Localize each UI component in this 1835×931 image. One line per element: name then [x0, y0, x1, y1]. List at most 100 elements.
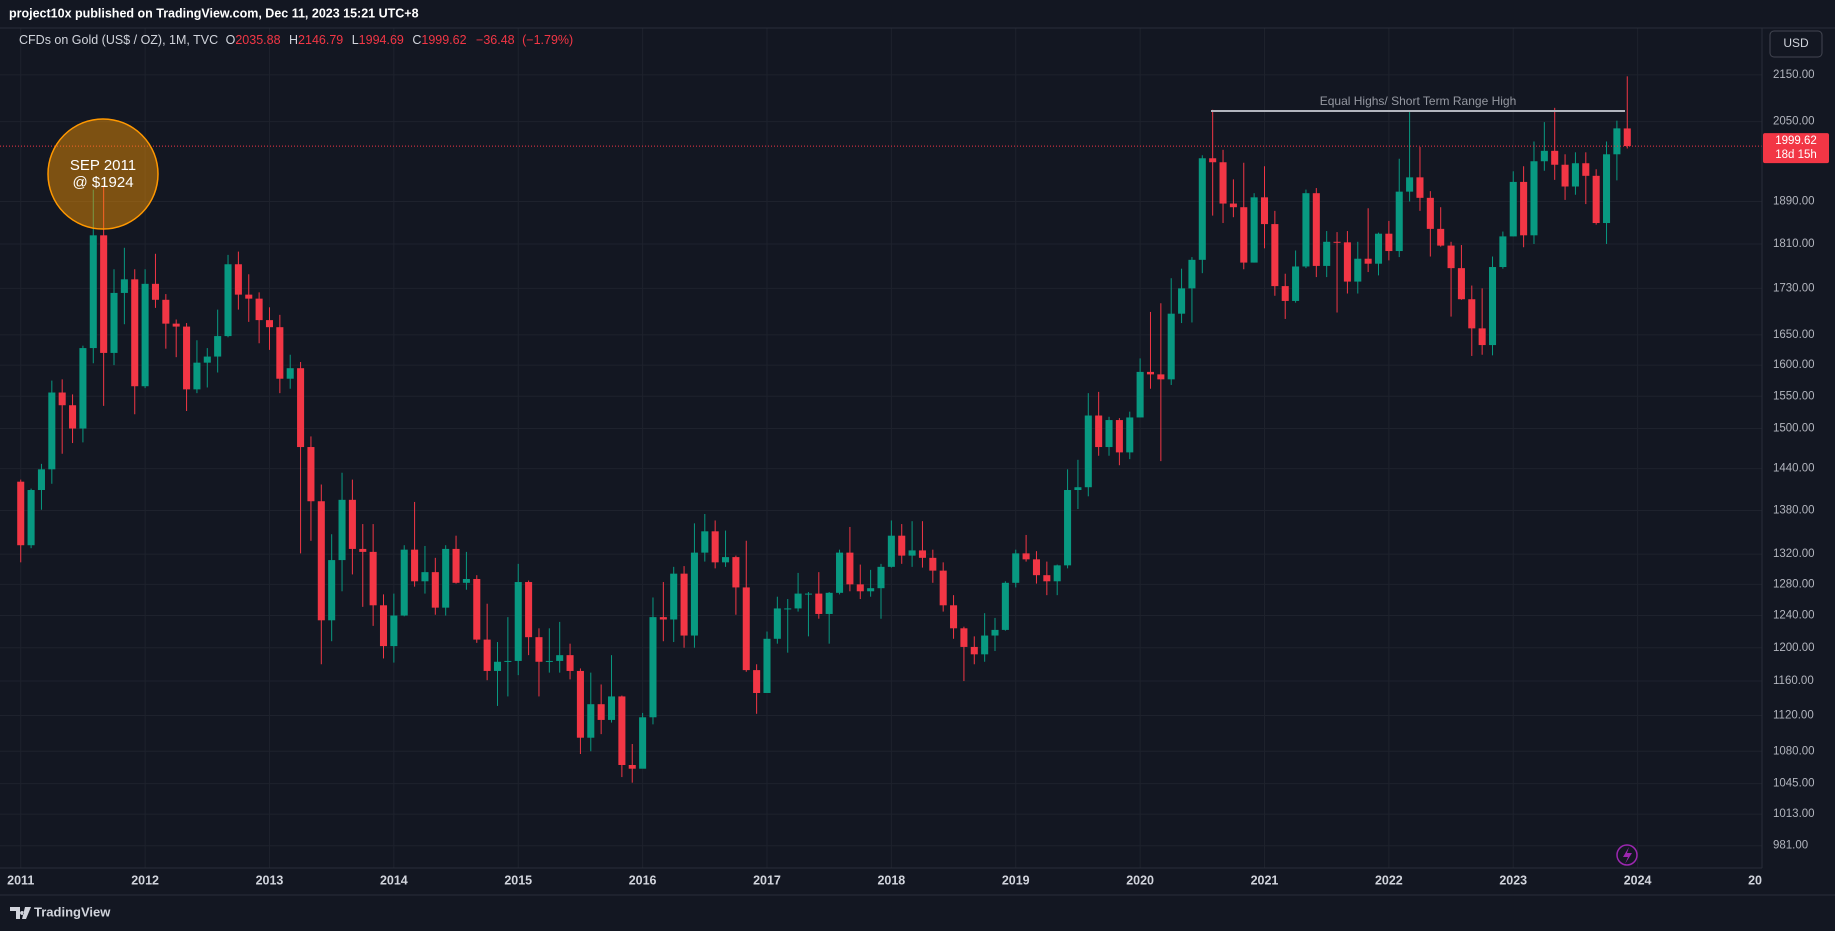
- candle-body: [245, 294, 253, 299]
- candle-body: [462, 578, 470, 583]
- candle-body: [690, 552, 698, 636]
- y-tick-label: 1080.00: [1773, 745, 1815, 757]
- candle-body: [69, 405, 77, 429]
- candle-body: [1343, 242, 1351, 282]
- alert-bolt: [1623, 847, 1632, 864]
- candle-body: [1012, 553, 1020, 583]
- circle-label: SEP 2011: [70, 157, 136, 174]
- candle-body: [1603, 154, 1611, 224]
- candle-body: [1084, 415, 1092, 488]
- candle-body: [1416, 177, 1424, 198]
- candle-body: [1157, 374, 1165, 380]
- candle-body: [1395, 191, 1403, 252]
- y-tick-label: 1045.00: [1773, 778, 1815, 790]
- candle-body: [545, 660, 553, 662]
- candle-body: [100, 235, 108, 353]
- candle-body: [390, 615, 398, 647]
- candle-body: [411, 549, 419, 582]
- candle-body: [1385, 233, 1393, 252]
- candle-body: [1115, 420, 1123, 453]
- candle-body: [1167, 313, 1175, 380]
- candle-body: [431, 572, 439, 608]
- candle-body: [110, 292, 118, 353]
- candle-body: [348, 499, 356, 549]
- candle-body: [1178, 288, 1186, 314]
- y-tick-label: 1650.00: [1773, 329, 1815, 341]
- candle-body: [1105, 420, 1113, 448]
- candle-body: [1561, 164, 1569, 187]
- candle-body: [1209, 158, 1217, 163]
- candle-body: [1229, 203, 1237, 208]
- candle-body: [1260, 197, 1269, 225]
- candle-body: [659, 617, 667, 620]
- y-tick-label: 1600.00: [1773, 359, 1815, 371]
- candle-body: [815, 593, 823, 614]
- candle-body: [1374, 233, 1383, 264]
- candle-body: [836, 552, 844, 593]
- header-text: project10x published on TradingView.com,…: [9, 6, 419, 20]
- legend-key: C: [412, 33, 421, 47]
- candle-body: [960, 628, 968, 647]
- candle-body: [887, 535, 895, 567]
- candle-body: [1074, 487, 1082, 491]
- candle-body: [939, 570, 947, 606]
- x-tick-label: 2019: [1002, 873, 1030, 887]
- candle-body: [867, 588, 875, 592]
- candle-body: [1478, 328, 1486, 346]
- candle-body: [732, 557, 740, 588]
- circle-label: @ $1924: [72, 174, 133, 191]
- candle-body: [504, 660, 512, 662]
- x-tick-label: 2011: [7, 873, 34, 887]
- legend: CFDs on Gold (US$ / OZ), 1M, TVC O2035.8…: [19, 33, 573, 47]
- candle-body: [483, 639, 491, 671]
- candle-body: [825, 592, 833, 614]
- candle-body: [214, 336, 222, 357]
- candle-body: [556, 655, 564, 661]
- candle-body: [1053, 565, 1061, 582]
- candle-body: [379, 605, 388, 647]
- legend-value: 2146.79: [298, 33, 343, 47]
- alert-icon[interactable]: [1616, 844, 1638, 866]
- candle-body: [649, 617, 657, 718]
- candle-body: [898, 535, 906, 556]
- range-label: Equal Highs/ Short Term Range High: [1320, 94, 1517, 108]
- currency-label[interactable]: USD: [1783, 36, 1809, 50]
- candle-body: [773, 608, 781, 639]
- candle-body: [784, 608, 792, 610]
- candle-body: [1488, 267, 1497, 346]
- candle-body: [120, 279, 128, 293]
- candles: [0, 76, 1762, 783]
- y-tick-label: 1320.00: [1773, 548, 1815, 560]
- candle-body: [265, 320, 274, 328]
- candle-body: [317, 501, 325, 621]
- y-tick-label: 1810.00: [1773, 238, 1815, 250]
- candle-body: [670, 573, 678, 620]
- candle-body: [1064, 490, 1072, 566]
- x-tick-label: 2024: [1624, 873, 1652, 887]
- candle-body: [203, 356, 211, 363]
- candle-body: [846, 552, 854, 585]
- candle-body: [1592, 175, 1600, 224]
- candle-body: [639, 717, 647, 769]
- candle-body: [307, 447, 315, 502]
- legend-change-percent: (−1.79%): [522, 33, 573, 47]
- footer-logo: [10, 907, 31, 919]
- y-tick-label: 1890.00: [1773, 196, 1815, 208]
- candle-body: [1250, 197, 1258, 263]
- candle-body: [1281, 286, 1289, 301]
- candle-body: [597, 704, 605, 720]
- candle-body: [1354, 258, 1362, 282]
- candle-body: [234, 264, 242, 295]
- candle-body: [359, 548, 367, 552]
- candle-body: [1499, 236, 1507, 268]
- candle-body: [722, 557, 730, 563]
- candle-body: [297, 368, 305, 448]
- candle-body: [473, 578, 481, 640]
- candle-body: [183, 326, 191, 390]
- candle-body: [48, 392, 56, 470]
- currency-button[interactable]: [1769, 30, 1823, 58]
- candle-body: [1032, 559, 1040, 576]
- candle-body: [17, 481, 25, 546]
